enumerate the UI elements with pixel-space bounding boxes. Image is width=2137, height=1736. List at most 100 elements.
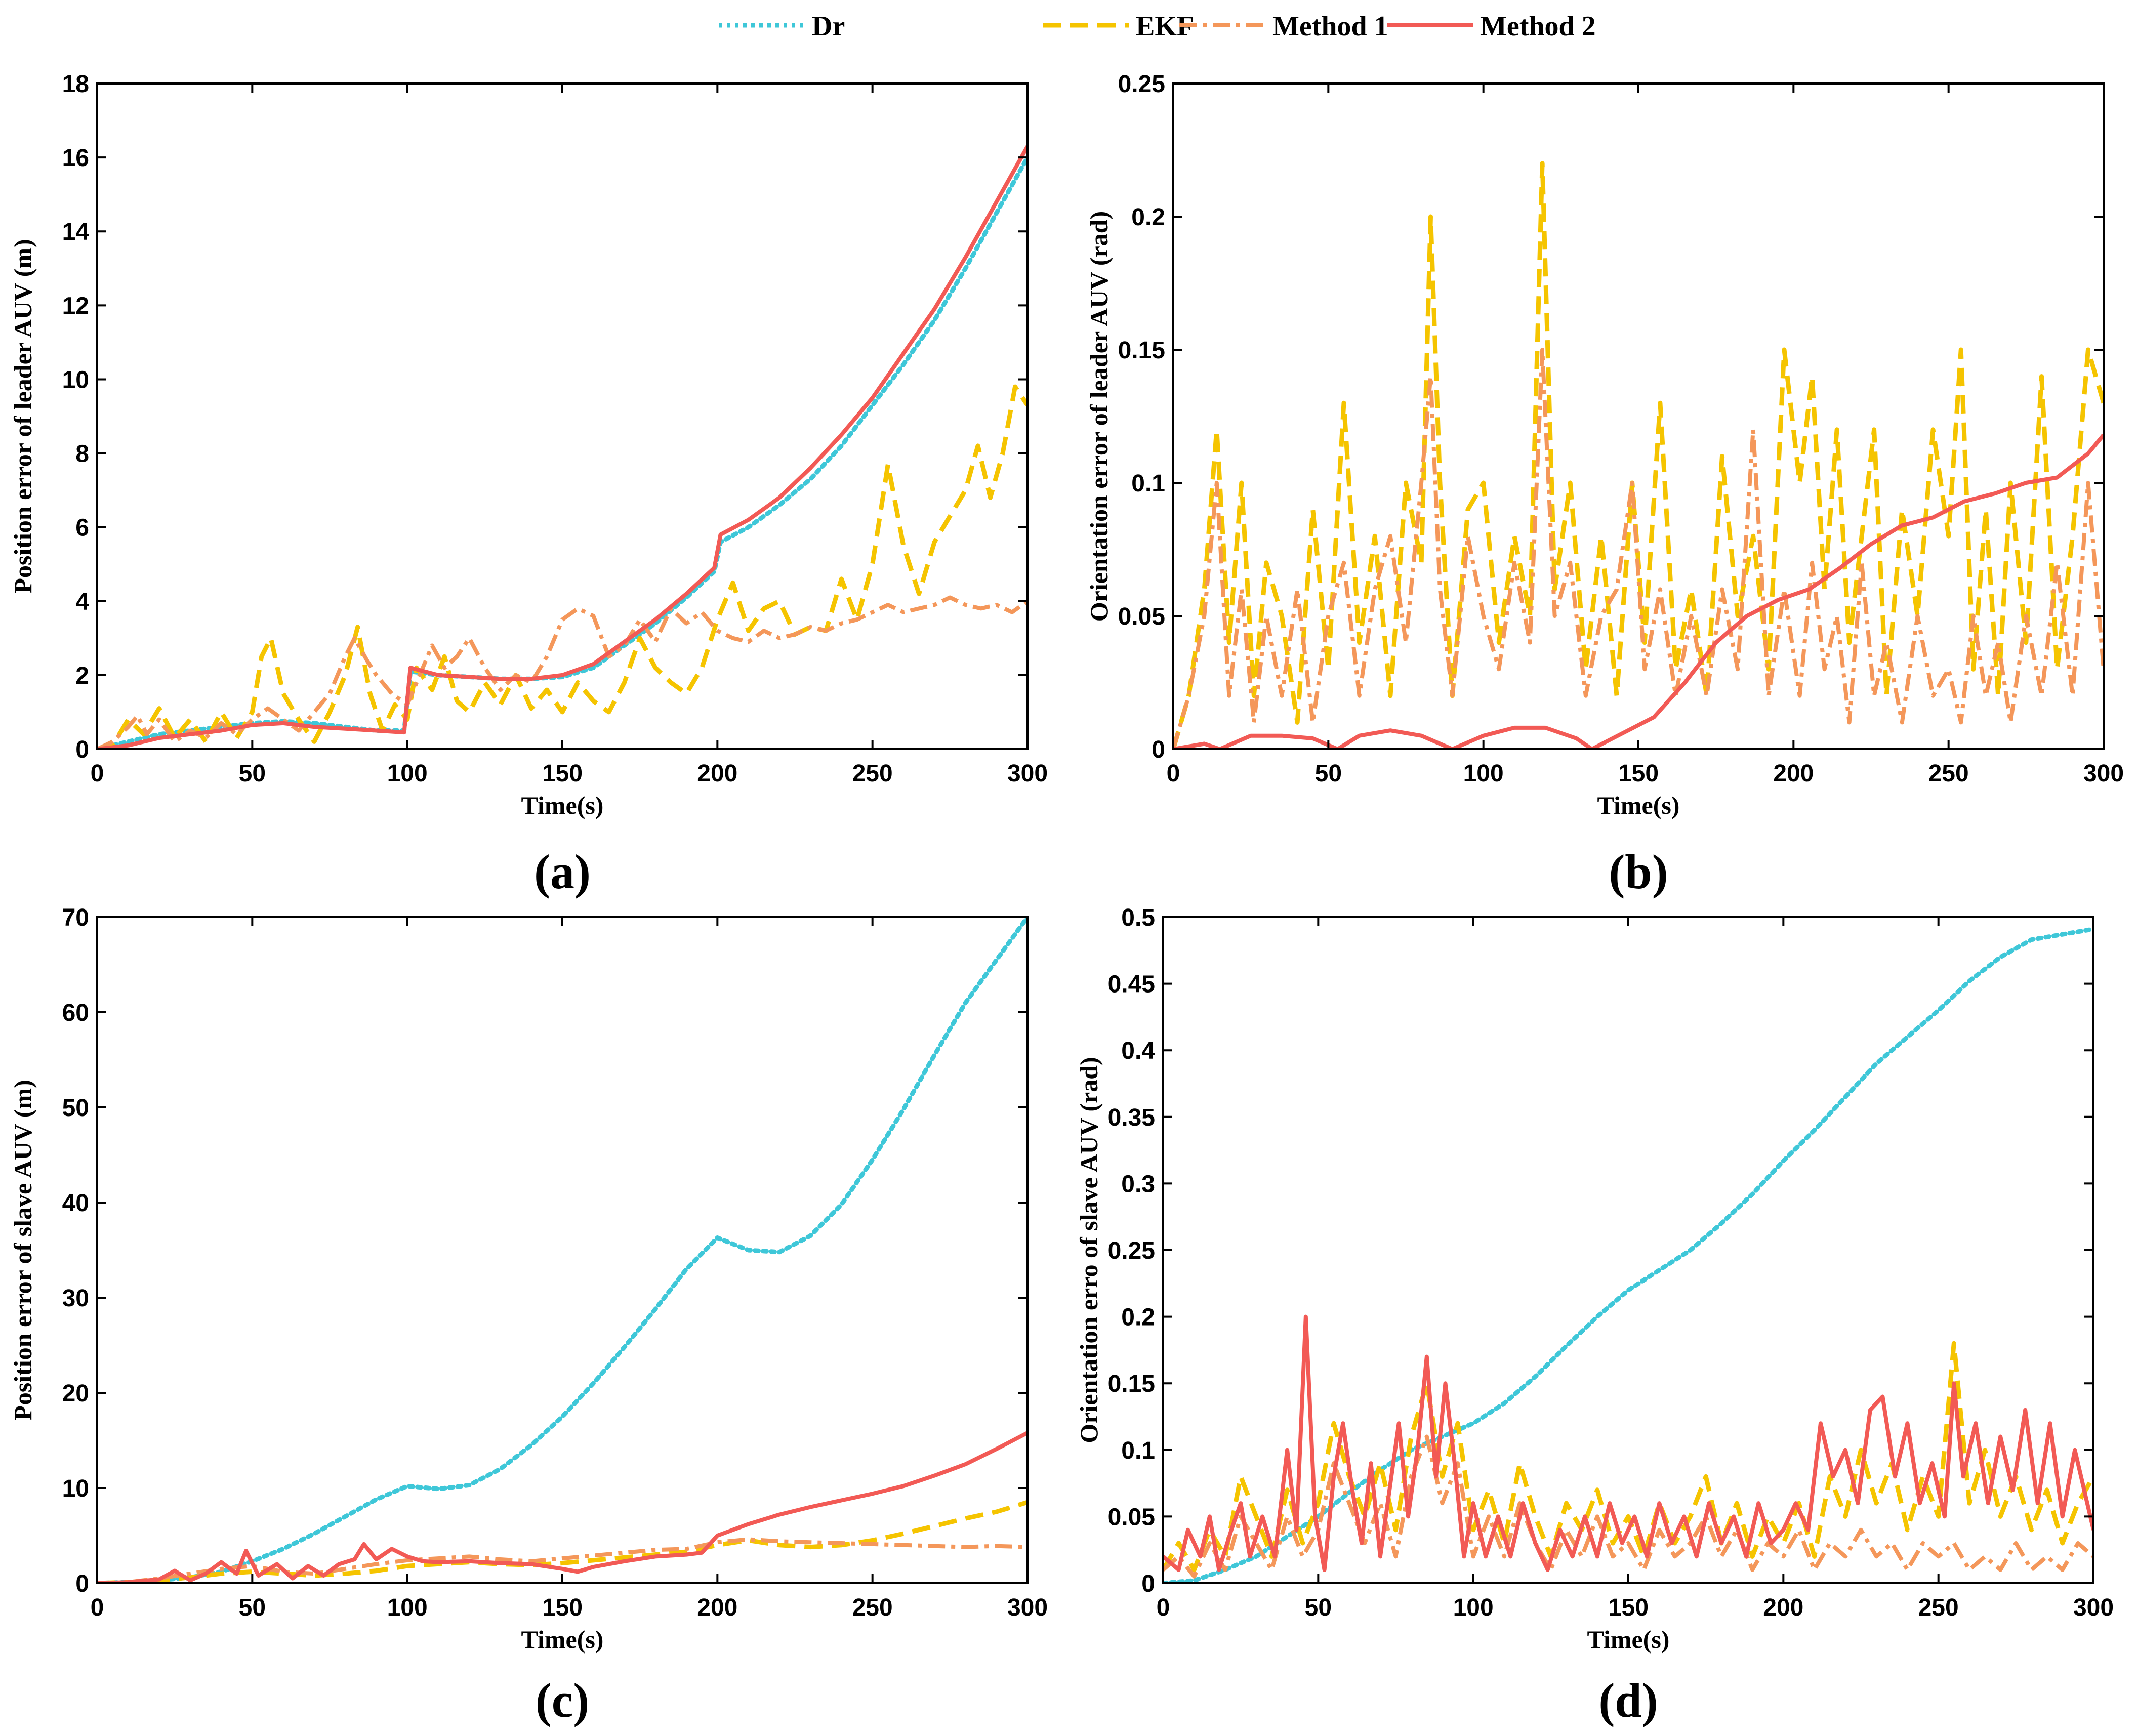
panel-label: (d) [1598,1673,1658,1727]
y-tick-label: 0.15 [1108,1371,1155,1397]
legend-label-method-2: Method 2 [1480,11,1596,42]
series-group [97,145,1028,749]
panel-d: 0 50 100 150 200 250 300 0 0.05 0.1 0.15 0.2 0.25 0.3… [1075,904,2114,1727]
series-line-method-2 [1163,1314,2093,1572]
series-line-method-1 [1173,348,2104,749]
x-tick-label: 300 [2073,1594,2114,1621]
x-tick-label: 150 [1618,760,1659,787]
x-tick-label: 300 [2083,760,2124,787]
y-tick-label: 6 [75,515,89,542]
y-tick-label: 0.45 [1108,971,1155,998]
series-line-method-2 [1173,433,2104,749]
x-tick-label: 0 [1167,760,1180,787]
y-tick-label: 16 [62,145,89,172]
x-tick-label: 200 [1773,760,1814,787]
x-tick-label: 50 [239,760,266,787]
x-tick-label: 0 [91,1594,104,1621]
panel-label: (a) [534,845,591,899]
x-axis-label: Time(s) [521,1625,604,1654]
panel-a: 0 50 100 150 200 250 300 0 2 4 6 8 10 12 14 16 18 Time(s)… [9,71,1048,899]
y-tick-label: 14 [62,219,90,245]
y-tick-label: 0.25 [1118,71,1165,98]
y-tick-label: 12 [62,293,89,319]
x-tick-label: 0 [1157,1594,1170,1621]
x-tick-label: 150 [542,1594,583,1621]
legend: Dr EKF Method 1 Method 2 [719,11,1596,42]
y-tick-label: 0 [1152,736,1165,763]
x-tick-label: 150 [542,760,583,787]
y-tick-label: 70 [62,904,89,931]
y-tick-label: 0.3 [1121,1171,1155,1197]
series-group [97,917,1028,1583]
series-line-ekf [1163,1341,2093,1573]
x-tick-label: 300 [1007,760,1048,787]
y-tick-label: 0.2 [1131,204,1165,231]
y-tick-label: 2 [75,663,89,689]
y-tick-label: 60 [62,1000,89,1026]
y-tick-label: 4 [75,589,89,615]
panel-label: (c) [536,1673,590,1727]
x-tick-label: 200 [697,1594,737,1621]
x-tick-label: 250 [1918,1594,1959,1621]
y-tick-label: 20 [62,1380,89,1407]
x-axis-label: Time(s) [1597,791,1680,819]
y-tick-label: 40 [62,1190,89,1217]
series-line-ekf [1173,161,2104,749]
y-axis-label: Orientation erro of slave AUV (rad) [1075,1057,1103,1443]
series-line-method-2 [97,1431,1028,1583]
series-line-method-2 [97,145,1028,749]
x-tick-label: 50 [239,1594,266,1621]
axes-box [1172,82,2105,750]
y-tick-label: 50 [62,1095,89,1122]
x-tick-label: 0 [91,760,104,787]
y-tick-label: 0.05 [1108,1504,1155,1531]
panel-label: (b) [1609,845,1668,899]
x-tick-label: 100 [387,760,428,787]
x-tick-label: 100 [1453,1594,1494,1621]
x-tick-label: 250 [1928,760,1969,787]
series-line-ekf [97,384,1028,749]
axes-box [96,82,1029,750]
y-tick-label: 8 [75,441,89,468]
y-tick-label: 0.35 [1108,1104,1155,1131]
panel-b: 0 50 100 150 200 250 300 0 0.05 0.1 0.15 0.2 0.25 Tim… [1085,71,2124,899]
series-line-method-1 [1163,1434,2093,1579]
x-tick-label: 100 [387,1594,428,1621]
x-axis-label: Time(s) [521,791,604,819]
series-group [1173,161,2104,749]
x-tick-label: 50 [1305,1594,1332,1621]
legend-label-dr: Dr [812,11,845,42]
y-axis-label: Position error of leader AUV (m) [9,239,37,593]
x-tick-label: 250 [852,760,893,787]
y-tick-label: 30 [62,1285,89,1312]
x-tick-label: 50 [1315,760,1342,787]
y-tick-label: 0.5 [1121,904,1155,931]
y-tick-label: 0 [1141,1570,1155,1597]
y-tick-label: 0.15 [1118,337,1165,364]
series-line-dr [1163,927,2093,1583]
y-tick-label: 10 [62,366,89,393]
y-tick-label: 0.4 [1121,1038,1155,1064]
axes-box [96,916,1029,1584]
y-tick-label: 0 [75,1570,89,1597]
panels: 0 50 100 150 200 250 300024681012141618Time(s)… [9,71,2124,1727]
x-tick-label: 150 [1608,1594,1649,1621]
y-tick-label: 0 [75,736,89,763]
series-line-dr [97,917,1028,1583]
y-tick-label: 0.05 [1118,603,1165,630]
y-tick-label: 0.1 [1131,470,1165,497]
series-group [1163,927,2093,1583]
panel-c: 0 50 100 150 200 250 300 0 10 20 30 40 50 60 70 Time(s)… [9,904,1048,1727]
y-tick-label: 0.25 [1108,1237,1155,1264]
y-axis-label: Orientation error of leader AUV (rad) [1085,211,1113,622]
x-tick-label: 300 [1007,1594,1048,1621]
y-tick-label: 0.2 [1121,1304,1155,1331]
y-axis-label: Position error of slave AUV (m) [9,1080,37,1421]
series-line-ekf [97,1500,1028,1583]
series-line-method-1 [97,1537,1028,1583]
x-tick-label: 100 [1463,760,1504,787]
x-tick-label: 200 [697,760,737,787]
y-tick-label: 0.1 [1121,1437,1155,1464]
legend-label-method-1: Method 1 [1272,11,1388,42]
